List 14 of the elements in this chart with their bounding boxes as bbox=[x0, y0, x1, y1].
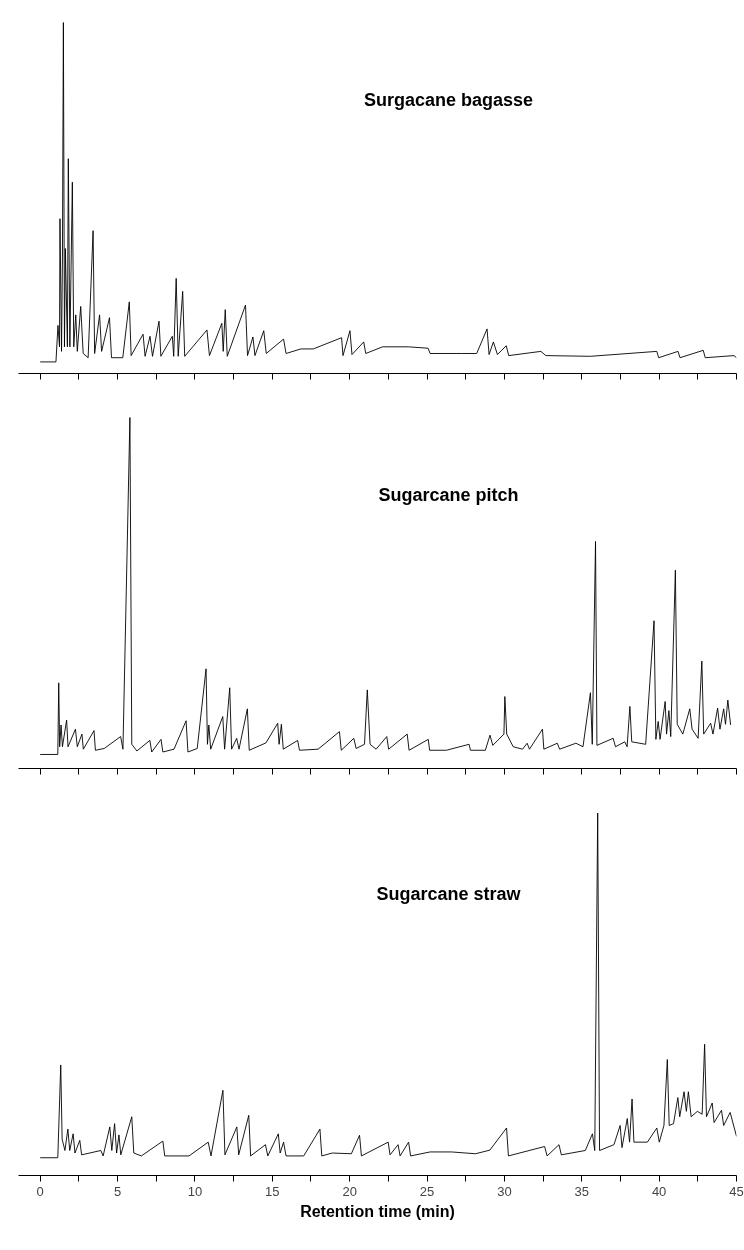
x-tick-label: 35 bbox=[574, 1183, 589, 1199]
x-tick-label: 15 bbox=[265, 1183, 280, 1199]
x-tick-label: 30 bbox=[497, 1183, 512, 1199]
x-tick-label: 40 bbox=[651, 1183, 667, 1199]
x-tick-label: 5 bbox=[113, 1183, 122, 1199]
x-tick-label: 10 bbox=[187, 1183, 203, 1199]
text: Sugarcane pitch bbox=[378, 485, 519, 506]
text: Surgacane bagasse bbox=[363, 90, 534, 111]
x-tick-label: 20 bbox=[342, 1183, 357, 1199]
x-axis-title: Retention time (min) bbox=[300, 1202, 455, 1220]
x-tick-label: 0 bbox=[36, 1183, 44, 1199]
x-tick-label: 25 bbox=[419, 1183, 435, 1199]
x-tick-label: 45 bbox=[729, 1183, 744, 1199]
text: Sugarcane straw bbox=[376, 883, 522, 904]
